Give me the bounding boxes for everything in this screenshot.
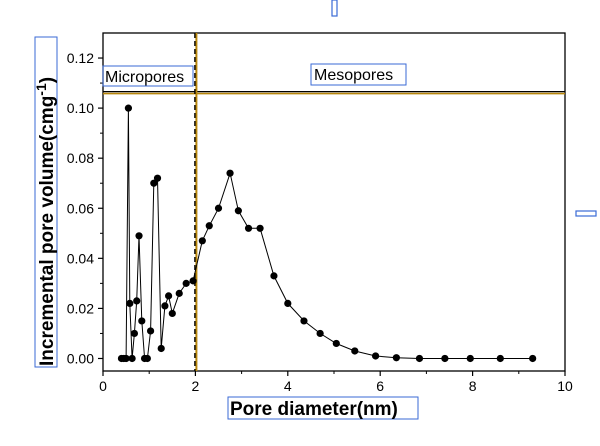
x-tick-label: 10	[557, 378, 573, 394]
data-point	[153, 174, 162, 182]
data-point	[161, 302, 169, 310]
data-point	[226, 169, 234, 177]
data-point	[143, 354, 151, 363]
x-tick-label: 8	[469, 378, 477, 394]
y-axis-title-main: Incremental pore volume(cmg	[37, 96, 58, 366]
y-axis-title: Incremental pore volume(cmg-1)	[33, 77, 58, 366]
y-tick-label: 0.08	[67, 150, 94, 166]
data-point	[392, 354, 400, 362]
data-point	[300, 317, 308, 325]
y-tick-label: 0.12	[67, 50, 94, 66]
x-axis-title: Pore diameter(nm)	[230, 399, 398, 420]
y-tick-label: 0.10	[67, 100, 94, 116]
data-point	[351, 347, 359, 355]
y-axis-title-close: )	[37, 77, 58, 83]
data-point	[256, 224, 264, 232]
micropores-label: Micropores	[105, 69, 184, 86]
y-tick-label: 0.00	[67, 350, 94, 366]
data-point	[496, 354, 504, 363]
data-point	[270, 272, 278, 280]
y-tick-label: 0.02	[67, 300, 94, 316]
micropores-label-box	[102, 65, 194, 87]
data-point	[168, 309, 176, 318]
y-tick-label: 0.06	[67, 200, 94, 216]
data-point	[135, 232, 143, 240]
data-point	[138, 317, 146, 325]
data-point	[157, 344, 165, 353]
data-point	[205, 222, 213, 230]
data-point	[175, 289, 183, 297]
data-point	[244, 224, 253, 232]
data-point	[189, 277, 197, 285]
data-point	[182, 279, 190, 287]
mesopores-label: Mesopores	[314, 67, 393, 84]
data-point	[130, 329, 139, 338]
selection-handle-top	[331, 0, 338, 17]
x-tick-label: 4	[284, 378, 292, 394]
data-point	[415, 354, 424, 363]
y-axis-title-sup: -1	[33, 83, 49, 96]
data-point	[165, 292, 173, 300]
data-point	[122, 354, 130, 363]
data-point	[150, 179, 158, 187]
data-point	[441, 354, 449, 363]
series-line	[121, 108, 533, 359]
data-point	[234, 207, 242, 215]
data-point	[332, 339, 340, 348]
data-point	[371, 352, 380, 360]
data-point	[316, 329, 324, 338]
x-tick-label: 0	[99, 378, 107, 394]
y-tick-label: 0.04	[67, 250, 94, 266]
x-tick-label: 2	[192, 378, 200, 394]
mesopores-label-box	[310, 63, 407, 86]
data-point	[146, 327, 155, 335]
data-point	[284, 299, 292, 307]
data-point	[126, 299, 134, 307]
data-point	[466, 354, 474, 363]
data-point	[529, 354, 537, 363]
data-point	[128, 354, 136, 363]
data-point	[214, 204, 223, 212]
data-point	[124, 104, 133, 112]
x-tick-label: 6	[376, 378, 384, 394]
x-axis-title-box	[227, 396, 419, 420]
selection-handle-right	[575, 210, 597, 217]
data-point	[198, 237, 206, 245]
y-axis-title-box	[34, 36, 58, 368]
data-point	[133, 297, 141, 305]
